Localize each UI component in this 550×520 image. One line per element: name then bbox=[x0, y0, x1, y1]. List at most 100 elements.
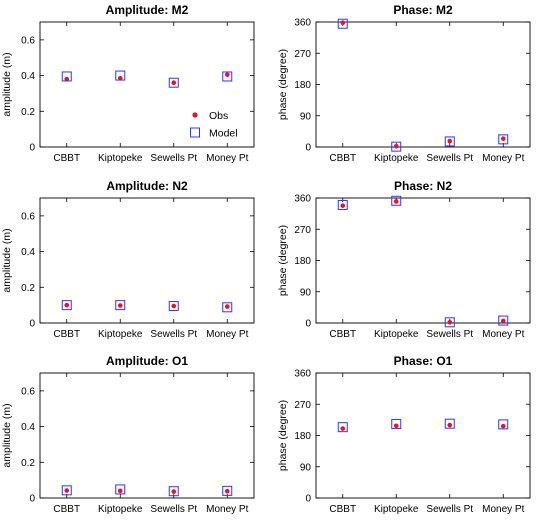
y-tick-label: 0 bbox=[305, 494, 311, 505]
x-tick-label: Kiptopeke bbox=[98, 153, 143, 164]
y-tick-label: 90 bbox=[300, 462, 312, 473]
obs-marker bbox=[500, 136, 506, 141]
x-tick-label: Money Pt bbox=[206, 153, 248, 164]
panel-title: Phase: N2 bbox=[394, 179, 452, 193]
x-tick-label: Money Pt bbox=[482, 153, 524, 164]
x-tick-label: CBBT bbox=[329, 504, 356, 515]
x-tick-label: CBBT bbox=[329, 153, 356, 164]
model-marker bbox=[61, 300, 72, 311]
model-marker bbox=[391, 141, 402, 152]
obs-marker bbox=[340, 20, 346, 25]
legend-model-label: Model bbox=[209, 128, 238, 140]
model-marker bbox=[444, 317, 455, 328]
model-marker bbox=[498, 315, 509, 326]
x-tick-label: Kiptopeke bbox=[374, 153, 419, 164]
obs-marker bbox=[500, 318, 506, 324]
plot-frame bbox=[315, 21, 531, 148]
obs-marker bbox=[117, 75, 123, 81]
y-tick-label: 0.6 bbox=[21, 35, 35, 46]
panel-title: Amplitude: N2 bbox=[106, 179, 188, 193]
obs-marker bbox=[64, 76, 70, 82]
x-tick-label: CBBT bbox=[53, 329, 80, 340]
y-axis-label: phase (degree) bbox=[277, 49, 289, 120]
y-tick-label: 0 bbox=[305, 319, 311, 330]
model-marker bbox=[444, 136, 455, 147]
panel-4: Phase: N2 phase (degree) 0 90 180 270 360 CBBT K… bbox=[277, 179, 531, 340]
plot-frame bbox=[315, 372, 531, 499]
y-tick-label: 360 bbox=[294, 369, 311, 380]
x-tick-label: CBBT bbox=[329, 329, 356, 340]
obs-marker bbox=[117, 303, 123, 308]
x-tick-label: Sewells Pt bbox=[150, 153, 197, 164]
model-marker bbox=[391, 419, 402, 430]
model-marker bbox=[337, 422, 348, 433]
y-axis-label: phase (degree) bbox=[277, 400, 289, 471]
y-tick-label: 0 bbox=[29, 319, 35, 330]
y-tick-label: 180 bbox=[294, 256, 311, 267]
model-marker bbox=[337, 18, 348, 29]
y-tick-label: 90 bbox=[300, 111, 312, 122]
x-tick-label: CBBT bbox=[53, 153, 80, 164]
y-tick-label: 270 bbox=[294, 225, 311, 236]
x-tick-label: CBBT bbox=[53, 504, 80, 515]
y-tick-label: 0.4 bbox=[21, 422, 35, 433]
model-marker bbox=[222, 71, 233, 82]
x-tick-label: Kiptopeke bbox=[98, 329, 143, 340]
x-tick-label: Sewells Pt bbox=[150, 504, 197, 515]
y-tick-label: 0.6 bbox=[21, 386, 35, 397]
panel-6: Phase: O1 phase (degree) 0 90 180 270 360 CBBT K… bbox=[277, 354, 531, 515]
model-marker bbox=[222, 302, 233, 313]
obs-marker bbox=[447, 422, 453, 428]
x-tick-label: Money Pt bbox=[482, 504, 524, 515]
panel-5: Amplitude: O1 amplitude (m) 0 0.2 0.4 0.6 CBBT… bbox=[1, 354, 255, 515]
legend-model-marker bbox=[190, 127, 200, 138]
panel-title: Phase: M2 bbox=[393, 3, 453, 17]
obs-marker bbox=[393, 423, 399, 429]
x-tick-label: Money Pt bbox=[482, 329, 524, 340]
obs-marker bbox=[171, 489, 177, 494]
y-tick-label: 270 bbox=[294, 49, 311, 60]
obs-marker bbox=[224, 304, 230, 309]
model-marker bbox=[337, 199, 348, 210]
x-tick-label: Money Pt bbox=[206, 329, 248, 340]
model-marker bbox=[498, 419, 509, 430]
y-axis-label: amplitude (m) bbox=[1, 403, 13, 467]
obs-marker bbox=[224, 72, 230, 77]
x-tick-label: Sewells Pt bbox=[426, 329, 473, 340]
panel-title: Amplitude: O1 bbox=[106, 354, 188, 368]
model-marker bbox=[168, 77, 179, 88]
panel-title: Amplitude: M2 bbox=[106, 3, 189, 17]
y-tick-label: 90 bbox=[300, 287, 312, 298]
obs-marker bbox=[224, 488, 230, 494]
obs-marker bbox=[340, 426, 346, 431]
x-tick-label: Kiptopeke bbox=[374, 329, 419, 340]
obs-marker bbox=[117, 488, 123, 494]
y-tick-label: 0 bbox=[29, 494, 35, 505]
plot-frame bbox=[39, 21, 255, 148]
panel-2: Phase: M2 phase (degree) 0 90 180 270 360 CBBT K… bbox=[277, 3, 531, 164]
y-tick-label: 0.4 bbox=[21, 71, 35, 82]
y-tick-label: 180 bbox=[294, 80, 311, 91]
model-marker bbox=[115, 484, 126, 495]
y-tick-label: 0 bbox=[29, 143, 35, 154]
panel-title: Phase: O1 bbox=[394, 354, 453, 368]
obs-marker bbox=[64, 302, 70, 308]
x-tick-label: Sewells Pt bbox=[150, 329, 197, 340]
model-marker bbox=[115, 300, 126, 311]
plot-frame bbox=[315, 197, 531, 324]
y-tick-label: 0.2 bbox=[21, 283, 35, 294]
obs-marker bbox=[171, 80, 177, 86]
model-marker bbox=[168, 486, 179, 497]
x-tick-label: Money Pt bbox=[206, 504, 248, 515]
panel-3: Amplitude: N2 amplitude (m) 0 0.2 0.4 0.6 CBBT… bbox=[1, 179, 255, 340]
y-axis-label: phase (degree) bbox=[277, 225, 289, 296]
plot-frame bbox=[39, 372, 255, 499]
y-tick-label: 360 bbox=[294, 194, 311, 205]
obs-marker bbox=[447, 320, 453, 325]
y-tick-label: 180 bbox=[294, 431, 311, 442]
legend-obs-label: Obs bbox=[209, 110, 228, 122]
x-tick-label: Kiptopeke bbox=[98, 504, 143, 515]
y-tick-label: 270 bbox=[294, 400, 311, 411]
obs-marker bbox=[393, 144, 399, 149]
legend-obs-marker bbox=[192, 112, 198, 118]
